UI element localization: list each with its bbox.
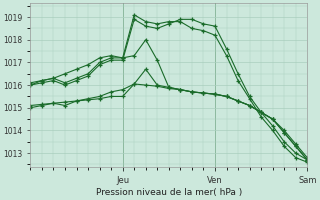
X-axis label: Pression niveau de la mer( hPa ): Pression niveau de la mer( hPa ): [96, 188, 242, 197]
